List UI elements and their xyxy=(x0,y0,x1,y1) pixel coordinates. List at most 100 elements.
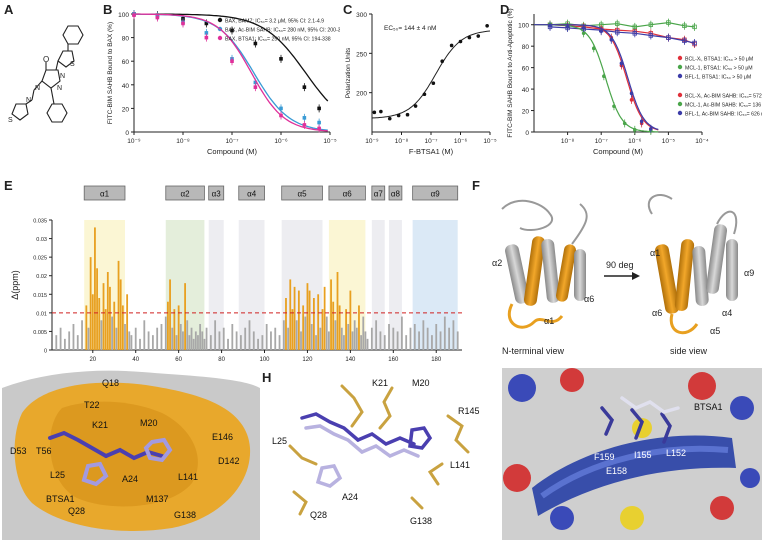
residue-bar xyxy=(209,335,212,350)
data-point xyxy=(230,28,234,33)
residue-bar xyxy=(302,305,305,350)
residue-bar xyxy=(392,327,395,350)
residue-bar xyxy=(274,327,277,350)
fit-line-series-2 xyxy=(549,26,695,44)
residue-bar xyxy=(124,324,126,350)
residue-bar xyxy=(102,283,105,350)
panel-a-chemical-structure: O N N N N S S xyxy=(8,25,84,124)
data-point xyxy=(467,35,472,40)
helix-box-5 xyxy=(328,185,366,201)
residue-bar xyxy=(295,320,298,350)
y-tick-label: 80 xyxy=(522,44,530,51)
residue-bar xyxy=(366,338,369,350)
residue-bar xyxy=(312,298,315,350)
residue-bar xyxy=(439,331,442,350)
residue-bar xyxy=(388,324,390,350)
x-tick-label: 20 xyxy=(89,357,96,363)
helix-label-2: α3 xyxy=(212,190,222,199)
residue-bar xyxy=(328,331,330,350)
residue-bar xyxy=(315,335,317,350)
x-tick-label: 100 xyxy=(260,357,271,363)
panel-b-chart: 0 20 40 60 80 100 10⁻⁹ 10⁻⁸ 10⁻⁷ 10⁻⁶ 10⁻⁵ Compound… xyxy=(107,10,340,156)
x-tick-label: 80 xyxy=(218,357,225,363)
x-tick-label: 60 xyxy=(175,357,182,363)
data-point xyxy=(609,37,614,42)
data-point xyxy=(204,31,209,35)
i-res-i155: I155 xyxy=(634,450,652,460)
data-point xyxy=(372,110,377,115)
residue-bar xyxy=(435,324,438,350)
h-res-q28: Q28 xyxy=(310,510,327,520)
residue-bar xyxy=(360,335,363,350)
residue-bar xyxy=(304,316,307,350)
residue-bar xyxy=(171,327,174,350)
residue-bar xyxy=(222,327,225,350)
residue-bar xyxy=(188,335,191,350)
helix-band-2 xyxy=(208,220,224,350)
y-tick-label: 0.035 xyxy=(33,219,47,225)
residue-bar xyxy=(100,320,103,350)
panel-d-chart: 0 20 40 60 80 100 10⁻⁸ 10⁻⁷ 10⁻⁶ 10⁻⁵ 10⁻⁴ Compound… xyxy=(507,8,762,156)
data-point xyxy=(648,33,654,38)
residue-bar xyxy=(300,331,302,350)
atom-label-s1: S xyxy=(70,61,75,68)
g-res-g138: G138 xyxy=(174,510,196,520)
data-point xyxy=(639,119,644,124)
helix-box-7 xyxy=(388,185,403,201)
residue-bar xyxy=(87,327,90,350)
x-tick-label: 10⁻⁶ xyxy=(628,138,642,145)
residue-bar xyxy=(282,320,285,350)
residue-bar xyxy=(109,286,111,350)
y-tick-label: 20 xyxy=(122,106,130,113)
f-left-ribbon xyxy=(501,199,588,329)
f-right-helix-a6: α6 xyxy=(652,308,662,318)
helix-band-7 xyxy=(389,220,402,350)
residue-bar xyxy=(156,327,159,350)
panel-label-f: F xyxy=(472,178,480,193)
residue-bar xyxy=(151,335,154,350)
g-res-a24: A24 xyxy=(122,474,138,484)
y-tick-label: 0 xyxy=(125,130,129,137)
residue-bar xyxy=(119,279,122,350)
residue-bar xyxy=(59,327,62,350)
residue-bar xyxy=(278,335,281,350)
residue-bar xyxy=(287,327,290,350)
helix-label-5: α6 xyxy=(343,190,353,199)
x-tick-label: 40 xyxy=(132,357,139,363)
fit-line-series-2 xyxy=(134,13,328,132)
residue-bar xyxy=(379,331,382,350)
x-tick-label: 10⁻⁵ xyxy=(323,138,337,145)
residue-bar xyxy=(186,320,189,350)
residue-bar xyxy=(184,283,186,350)
y-tick-label: 0 xyxy=(525,130,529,137)
f-right-ribbon xyxy=(647,194,738,335)
g-res-l141: L141 xyxy=(178,472,198,482)
legend-label-2: BFL-1, BTSA1: IC₅₀ > 50 μM xyxy=(685,75,751,81)
data-point xyxy=(396,113,401,118)
residue-bar xyxy=(345,309,347,350)
residue-bar xyxy=(169,279,171,350)
data-point xyxy=(405,112,410,117)
g-res-d142: D142 xyxy=(218,456,240,466)
residue-bar xyxy=(349,290,352,350)
residue-bar xyxy=(323,286,326,350)
legend-marker-0 xyxy=(677,55,683,61)
data-point xyxy=(302,123,307,127)
g-res-q28: Q28 xyxy=(68,506,85,516)
x-axis-label: F-BTSA1 (M) xyxy=(409,147,454,156)
residue-bar xyxy=(96,268,98,350)
residue-bar xyxy=(205,327,208,350)
residue-bar xyxy=(347,324,350,350)
residue-bar xyxy=(199,324,202,350)
residue-bar xyxy=(173,309,176,350)
residue-bar xyxy=(130,335,133,350)
y-tick-label: 0.015 xyxy=(33,293,47,299)
residue-bar xyxy=(111,316,114,350)
y-tick-label: 0.025 xyxy=(33,256,47,262)
data-point xyxy=(302,85,307,89)
residue-bar xyxy=(308,290,311,350)
f-right-helix-a1: α1 xyxy=(650,248,660,258)
residue-bar xyxy=(343,335,345,350)
residue-bar xyxy=(194,331,197,350)
h-res-r145: R145 xyxy=(458,406,480,416)
